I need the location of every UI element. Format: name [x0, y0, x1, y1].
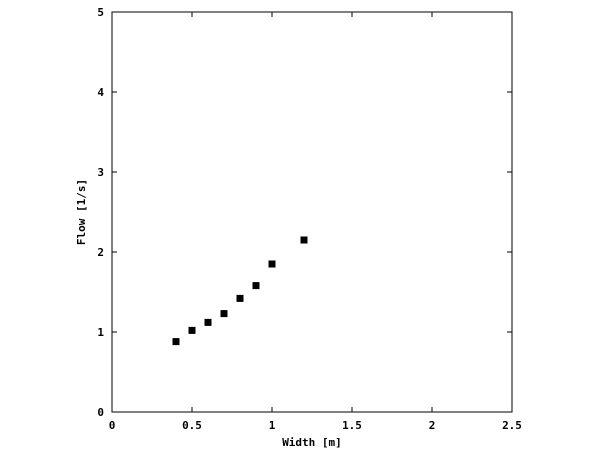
y-tick-label: 0 — [97, 406, 104, 419]
x-tick-label: 0.5 — [182, 419, 202, 432]
data-point — [188, 326, 196, 334]
x-axis-label: Width [m] — [282, 436, 342, 449]
x-tick-label: 0 — [109, 419, 116, 432]
data-point — [204, 318, 212, 326]
y-axis-label: Flow [1/s] — [75, 179, 88, 245]
x-tick-label: 2.5 — [502, 419, 522, 432]
y-tick-label: 2 — [97, 246, 104, 259]
axis-tick-labels: 0 0.5 1 1.5 2 2.5 0 1 2 3 4 5 — [97, 6, 522, 432]
axis-ticks — [112, 12, 512, 412]
data-point — [236, 294, 244, 302]
data-point — [252, 282, 260, 290]
data-point — [268, 260, 276, 268]
data-points — [172, 236, 308, 346]
plot-frame — [111, 11, 513, 413]
y-tick-label: 1 — [97, 326, 104, 339]
data-point — [172, 338, 180, 346]
y-tick-label: 3 — [97, 166, 104, 179]
data-point — [300, 236, 308, 244]
x-tick-label: 1 — [269, 419, 276, 432]
y-tick-label: 4 — [97, 86, 104, 99]
y-tick-label: 5 — [97, 6, 104, 19]
x-tick-label: 1.5 — [342, 419, 362, 432]
data-point — [220, 310, 228, 318]
x-tick-label: 2 — [429, 419, 436, 432]
